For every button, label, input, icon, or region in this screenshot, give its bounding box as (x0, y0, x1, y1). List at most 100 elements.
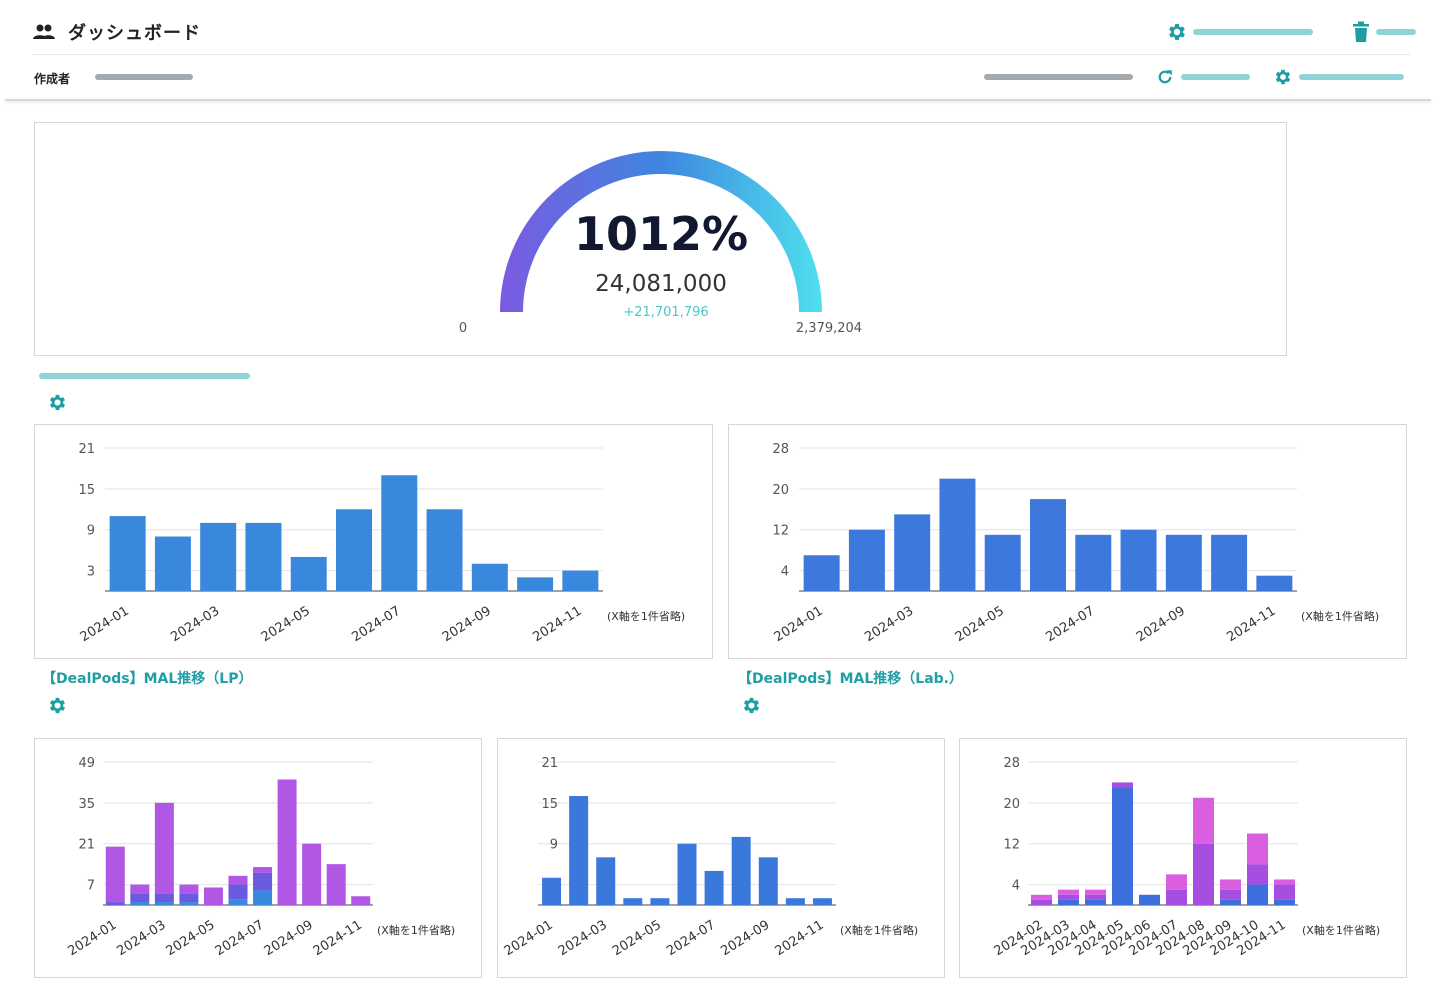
x-tick-label: 2024-09 (1134, 604, 1188, 646)
bar (803, 555, 840, 591)
bar (302, 843, 322, 905)
gear-icon[interactable] (1273, 67, 1293, 87)
settings-link-placeholder[interactable] (1193, 29, 1313, 35)
x-axis-note: (X軸を1件省略) (377, 923, 455, 937)
gear-icon[interactable] (1166, 21, 1188, 43)
gear-icon[interactable] (741, 695, 762, 716)
bar (894, 514, 931, 591)
y-tick-label: 7 (87, 879, 95, 894)
bar (1058, 889, 1079, 895)
gauge-svg: 1012% 24,081,000 +21,701,796 0 2,379,204 (459, 151, 862, 336)
bar (1112, 782, 1133, 788)
chart-title-lab[interactable]: 【DealPods】MAL推移（Lab.） (738, 671, 963, 687)
chart-card-4: 2115932024-012024-032024-052024-072024-0… (497, 738, 945, 978)
trash-icon[interactable] (1352, 21, 1370, 43)
bar (326, 864, 346, 905)
bar (517, 577, 554, 591)
x-tick-label: 2024-03 (862, 604, 916, 646)
chart-title-placeholder[interactable] (39, 373, 250, 379)
bar (336, 509, 372, 591)
y-tick-label: 20 (772, 483, 789, 498)
bar (253, 872, 273, 891)
x-tick-label: 2024-03 (168, 604, 222, 646)
chart-title-lp[interactable]: 【DealPods】MAL推移（LP） (42, 671, 253, 687)
updated-at-placeholder (984, 74, 1133, 80)
bar (203, 887, 223, 905)
x-axis-note: (X軸を1件省略) (607, 609, 685, 623)
x-tick-label: 2024-01 (65, 918, 119, 960)
bar (179, 893, 199, 903)
bar (179, 884, 199, 894)
bar (731, 836, 751, 905)
bar (253, 867, 273, 873)
refresh-link-placeholder[interactable] (1181, 74, 1250, 80)
bar (1030, 499, 1066, 591)
bar (596, 857, 616, 905)
bar (1085, 899, 1106, 905)
bar (1220, 899, 1241, 905)
bar (109, 516, 146, 591)
bar (228, 875, 248, 885)
y-tick-label: 4 (781, 565, 789, 580)
chart-card-2: 28 20 12 4 2024-01 2024-03 2024-05 2024-07 2024-… (728, 424, 1407, 659)
gauge-max-label: 2,379,204 (796, 321, 862, 336)
refresh-icon[interactable] (1156, 68, 1174, 86)
x-axis-note: (X軸を1件省略) (1302, 923, 1380, 937)
bar (1031, 894, 1052, 900)
bar (179, 902, 199, 905)
bar (1256, 575, 1293, 591)
x-tick-label: 2024-11 (530, 604, 584, 646)
bar (1165, 534, 1202, 591)
x-tick-label: 2024-07 (664, 918, 718, 960)
author-name-placeholder (95, 74, 193, 80)
gear-icon[interactable] (47, 392, 68, 413)
bar (1031, 899, 1052, 905)
layout-link-placeholder[interactable] (1299, 74, 1404, 80)
y-tick-label: 21 (78, 838, 95, 853)
stacked-bar-chart: 28201242024-022024-032024-042024-052024-… (992, 756, 1381, 959)
y-tick-label: 20 (1003, 797, 1020, 812)
bar (848, 529, 885, 591)
header: ダッシュボード 作成者 (0, 0, 1441, 100)
bar-chart: 28 20 12 4 2024-01 2024-03 2024-05 2024-07 2024-… (772, 442, 1379, 646)
x-tick-label: 2024-01 (772, 604, 826, 646)
bar (154, 902, 174, 905)
bar (1193, 843, 1214, 905)
y-tick-label: 15 (78, 483, 95, 498)
bar-chart: 21 15 9 3 2024-01 2024-03 2024-05 2024-07 2024-0… (78, 442, 685, 646)
delete-link-placeholder[interactable] (1376, 29, 1416, 35)
bar (228, 884, 248, 900)
gauge-percent: 1012% (574, 207, 748, 261)
gauge-min-label: 0 (459, 321, 467, 336)
bar (984, 534, 1021, 591)
bar (704, 870, 724, 905)
y-tick-label: 35 (78, 797, 95, 812)
bar (200, 522, 237, 591)
y-tick-label: 4 (1012, 879, 1020, 894)
x-tick-label: 2024-07 (1043, 604, 1097, 646)
gear-icon[interactable] (47, 695, 68, 716)
chart-card-3: 49 35 21 7 2024-01 2024-03 2024-05 2024-07 2024-… (34, 738, 482, 978)
gauge-arc (500, 151, 822, 312)
y-tick-label: 28 (1003, 756, 1020, 771)
bar (1085, 894, 1106, 900)
chart-card-5: 28 20 12 4 2024-02 2024-03 2024-04 2024-05 2024-… (959, 738, 1407, 978)
y-tick-label: 9 (87, 524, 95, 539)
bar (623, 898, 643, 905)
y-tick-label: 12 (772, 524, 789, 539)
bar (290, 556, 327, 591)
author-label: 作成者 (34, 72, 71, 86)
y-tick-label: 21 (78, 442, 95, 457)
x-axis-note: (X軸を1件省略) (840, 923, 918, 937)
x-tick-label: 2024-01 (502, 918, 556, 960)
gauge-delta: +21,701,796 (623, 305, 708, 320)
bar (1085, 889, 1106, 895)
bar (1247, 864, 1268, 885)
bar (253, 890, 273, 905)
x-tick-label: 2024-09 (440, 604, 494, 646)
x-tick-label: 2024-03 (556, 918, 610, 960)
bar (228, 899, 248, 905)
x-tick-label: 2024-03 (114, 918, 168, 960)
bar (154, 536, 191, 591)
bar (1220, 879, 1241, 890)
